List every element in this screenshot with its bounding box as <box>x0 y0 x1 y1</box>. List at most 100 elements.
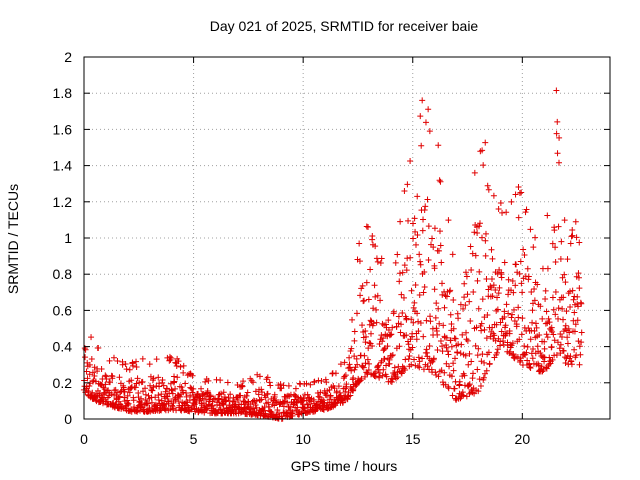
data-point-marker <box>198 385 205 392</box>
data-point-marker <box>367 317 374 324</box>
data-point-marker <box>362 333 369 340</box>
data-point-marker <box>558 334 565 341</box>
data-point-marker <box>83 383 90 390</box>
data-point-marker <box>407 158 414 165</box>
data-point-marker <box>517 258 524 265</box>
data-point-marker <box>389 352 396 359</box>
data-point-marker <box>142 396 149 403</box>
data-point-marker <box>562 359 569 366</box>
data-point-marker <box>386 356 393 363</box>
data-point-marker <box>474 277 481 284</box>
data-point-marker <box>446 288 453 295</box>
data-point-marker <box>448 373 455 380</box>
data-point-marker <box>203 406 210 413</box>
data-point-marker <box>437 338 444 345</box>
data-point-marker <box>395 313 402 320</box>
data-point-marker <box>490 192 497 199</box>
data-point-marker <box>488 284 495 291</box>
data-point-marker <box>373 306 380 313</box>
data-point-marker <box>124 397 131 404</box>
y-tick-label: 0.4 <box>53 339 73 355</box>
data-point-marker <box>210 405 217 412</box>
data-point-marker <box>457 350 464 357</box>
data-point-marker <box>558 238 565 245</box>
x-tick-label: 20 <box>515 431 531 447</box>
data-point-marker <box>426 128 433 135</box>
data-point-marker <box>574 317 581 324</box>
data-point-marker <box>576 361 583 368</box>
data-point-marker <box>447 287 454 294</box>
data-point-marker <box>333 388 340 395</box>
data-point-marker <box>410 220 417 227</box>
data-point-marker <box>427 313 434 320</box>
data-point-marker <box>364 356 371 363</box>
data-point-marker <box>515 304 522 311</box>
data-point-marker <box>372 243 379 250</box>
data-point-marker <box>289 408 296 415</box>
data-point-marker <box>178 384 185 391</box>
data-point-marker <box>292 392 299 399</box>
data-point-marker <box>116 393 123 400</box>
data-point-marker <box>567 303 574 310</box>
data-point-marker <box>253 398 260 405</box>
data-point-marker <box>300 405 307 412</box>
data-point-marker <box>513 261 520 268</box>
data-point-marker <box>126 389 133 396</box>
data-point-marker <box>415 354 422 361</box>
data-point-marker <box>271 391 278 398</box>
data-point-marker <box>244 389 251 396</box>
data-point-marker <box>385 317 392 324</box>
data-point-marker <box>530 345 537 352</box>
data-point-marker <box>578 339 585 346</box>
data-point-marker <box>152 394 159 401</box>
data-point-marker <box>539 315 546 322</box>
data-point-marker <box>524 357 531 364</box>
data-point-marker <box>292 385 299 392</box>
data-point-marker <box>347 364 354 371</box>
data-point-marker <box>393 323 400 330</box>
data-point-marker <box>284 399 291 406</box>
data-point-marker <box>518 189 525 196</box>
data-point-marker <box>412 241 419 248</box>
data-point-marker <box>569 287 576 294</box>
data-point-marker <box>572 321 579 328</box>
data-point-marker <box>371 282 378 289</box>
data-point-marker <box>435 142 442 149</box>
data-point-marker <box>401 187 408 194</box>
data-point-marker <box>156 383 163 390</box>
data-point-marker <box>373 319 380 326</box>
data-point-marker <box>370 305 377 312</box>
data-point-marker <box>424 196 431 203</box>
data-point-marker <box>505 291 512 298</box>
data-point-marker <box>510 306 517 313</box>
data-point-marker <box>450 367 457 374</box>
data-point-marker <box>529 307 536 314</box>
data-point-marker <box>553 130 560 137</box>
data-point-marker <box>542 295 549 302</box>
data-point-marker <box>388 352 395 359</box>
data-point-marker <box>367 266 374 273</box>
data-point-marker <box>399 269 406 276</box>
data-point-marker <box>527 226 534 233</box>
data-point-marker <box>357 292 364 299</box>
data-point-marker <box>501 308 508 315</box>
data-point-marker <box>317 389 324 396</box>
data-point-marker <box>443 342 450 349</box>
data-point-marker <box>455 315 462 322</box>
data-point-marker <box>170 399 177 406</box>
data-point-marker <box>123 366 130 373</box>
data-point-marker <box>414 231 421 238</box>
data-point-marker <box>531 297 538 304</box>
data-point-marker <box>374 258 381 265</box>
data-point-marker <box>285 382 292 389</box>
data-point-marker <box>434 347 441 354</box>
data-point-marker <box>102 372 109 379</box>
data-point-marker <box>240 378 247 385</box>
data-point-marker <box>505 276 512 283</box>
data-point-marker <box>401 262 408 269</box>
data-point-marker <box>353 310 360 317</box>
data-point-marker <box>394 374 401 381</box>
data-point-marker <box>458 341 465 348</box>
data-point-marker <box>505 310 512 317</box>
